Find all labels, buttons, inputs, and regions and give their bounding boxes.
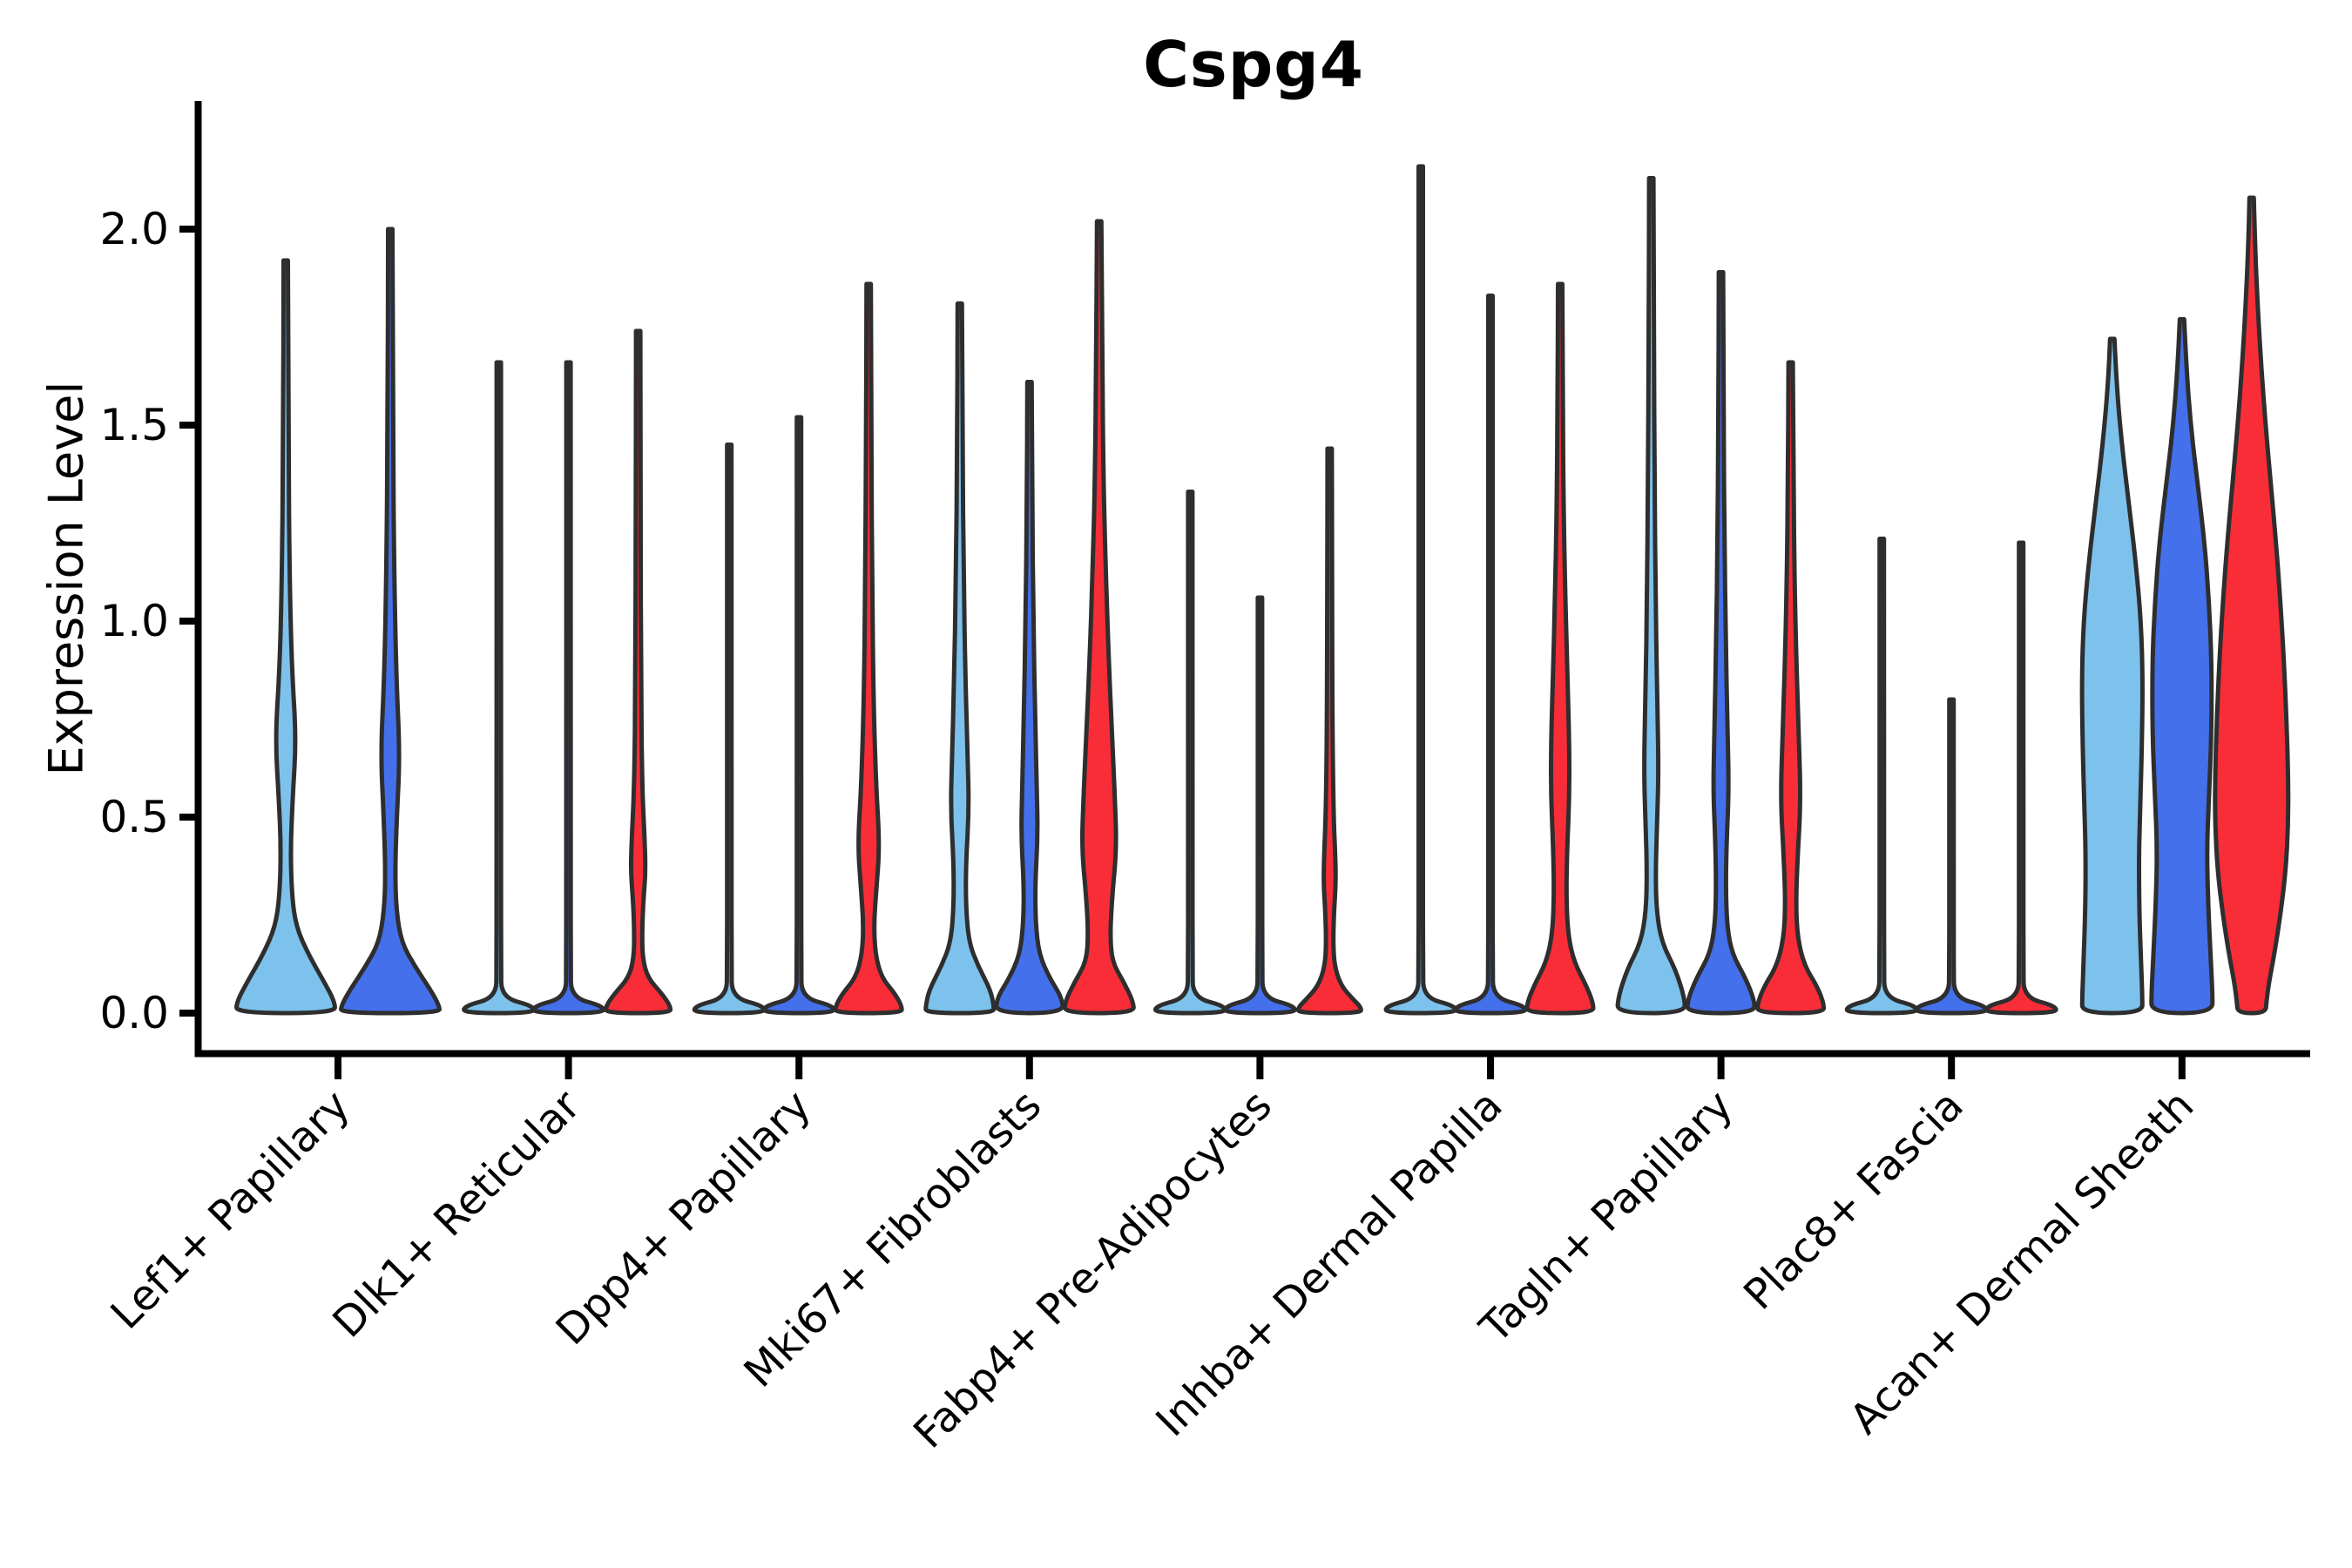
violin-mki67-cond2 [1062,219,1136,1016]
violin-dpp4-cond1 [761,415,836,1016]
y-tick-label: 1.0 [99,596,169,646]
x-tick-label: Plac8+ Fascia [1734,1081,1973,1320]
x-tick-label: Tagln+ Papillary [1470,1081,1742,1353]
violin-lef1-cond1 [338,226,443,1016]
violin-dlk1-cond0 [462,360,537,1016]
violin-fabp4-cond2 [1295,446,1363,1016]
violin-inhba-cond0 [1383,164,1458,1016]
violin-dlk1-cond2 [604,328,673,1016]
x-tick-label: Dpp4+ Papillary [547,1081,821,1355]
y-axis-label: Expression Level [38,381,94,776]
violin-inhba-cond2 [1524,281,1596,1016]
violin-mki67-cond0 [923,301,997,1016]
violin-dlk1-cond1 [531,360,606,1016]
y-tick-label: 0.5 [99,792,169,842]
violin-tagln-cond1 [1685,270,1757,1016]
violin-plac8-cond1 [1914,697,1989,1016]
violin-fabp4-cond1 [1222,595,1297,1016]
x-tick-label: Lef1+ Papillary [102,1081,360,1339]
violin-fabp4-cond0 [1152,490,1227,1016]
violin-acan-cond2 [2213,195,2291,1016]
y-tick-label: 0.0 [99,988,169,1038]
violin-inhba-cond1 [1453,294,1528,1016]
violin-plac8-cond2 [1984,540,2058,1016]
violin-tagln-cond2 [1755,360,1827,1016]
violin-tagln-cond0 [1615,176,1687,1016]
violin-lef1-cond0 [234,258,337,1016]
y-tick-label: 1.5 [99,400,169,450]
violin-acan-cond0 [2079,336,2145,1016]
violin-dpp4-cond0 [692,443,767,1016]
x-tick-label: Dlk1+ Reticular [323,1081,590,1348]
violin-plac8-cond0 [1844,537,1919,1016]
violin-mki67-cond1 [994,380,1065,1016]
y-tick-label: 2.0 [99,204,169,254]
plot-title: Cspg4 [1143,28,1364,101]
violin-acan-cond1 [2149,317,2215,1016]
violin-dpp4-cond2 [833,281,904,1016]
